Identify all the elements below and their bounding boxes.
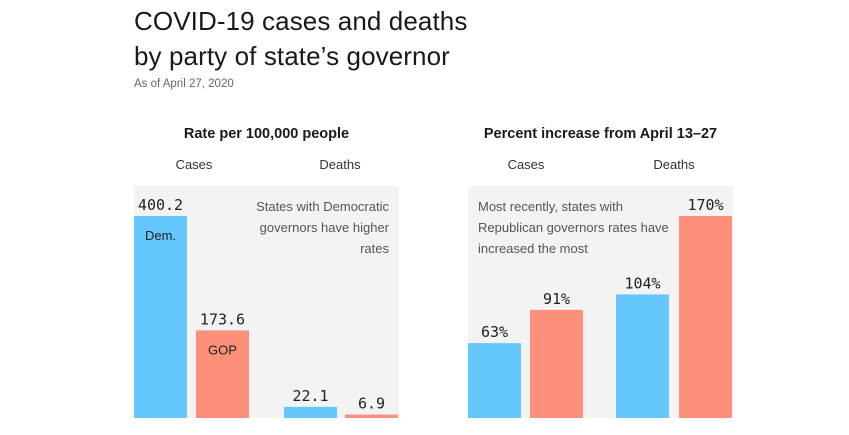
bar-chart2-series2-deaths (679, 216, 732, 418)
group-label-rate-cases: Cases (175, 157, 213, 172)
bar-chart2-series1-cases (468, 343, 521, 418)
series-label-dem: Dem. (145, 228, 176, 243)
annotation-democratic-rates: States with Democratic governors have hi… (256, 199, 389, 256)
bar-chart1-series1-deaths (284, 406, 337, 418)
group-label-percent-cases: Cases (507, 157, 545, 172)
data-label-chart2-series2-cases: 91% (543, 290, 570, 308)
data-label-chart1-series2-cases: 173.6 (200, 310, 245, 328)
data-label-chart2-series1-deaths: 104% (624, 274, 660, 292)
data-label-chart2-series1-cases: 63% (481, 323, 508, 341)
panel-title-rate: Rate per 100,000 people (183, 126, 350, 142)
chart-title-line-2: by party of state’s governor (134, 41, 450, 71)
chart-subtitle: As of April 27, 2020 (134, 78, 234, 90)
data-label-chart1-series1-cases: 400.2 (138, 196, 183, 214)
bar-chart2-series2-cases (530, 309, 583, 418)
bar-chart1-series2-deaths (345, 414, 398, 418)
group-label-rate-deaths: Deaths (319, 157, 361, 172)
data-label-chart1-series2-deaths: 6.9 (358, 395, 385, 413)
bar-chart2-series1-deaths (616, 294, 669, 418)
panel-title-percent: Percent increase from April 13–27 (483, 126, 718, 142)
chart-title-line-1: COVID-19 cases and deaths (134, 6, 468, 36)
chart-title: COVID-19 cases and deaths by party of st… (134, 4, 554, 74)
data-label-chart2-series2-deaths: 170% (687, 196, 723, 214)
bar-chart1-series1-cases (134, 216, 187, 418)
bar-chart1-series2-cases (196, 330, 249, 418)
group-label-percent-deaths: Deaths (653, 157, 695, 172)
data-label-chart1-series1-deaths: 22.1 (292, 387, 328, 405)
series-label-gop: GOP (208, 342, 237, 357)
annotation-republican-increase: Most recently, states with Republican go… (478, 199, 669, 256)
